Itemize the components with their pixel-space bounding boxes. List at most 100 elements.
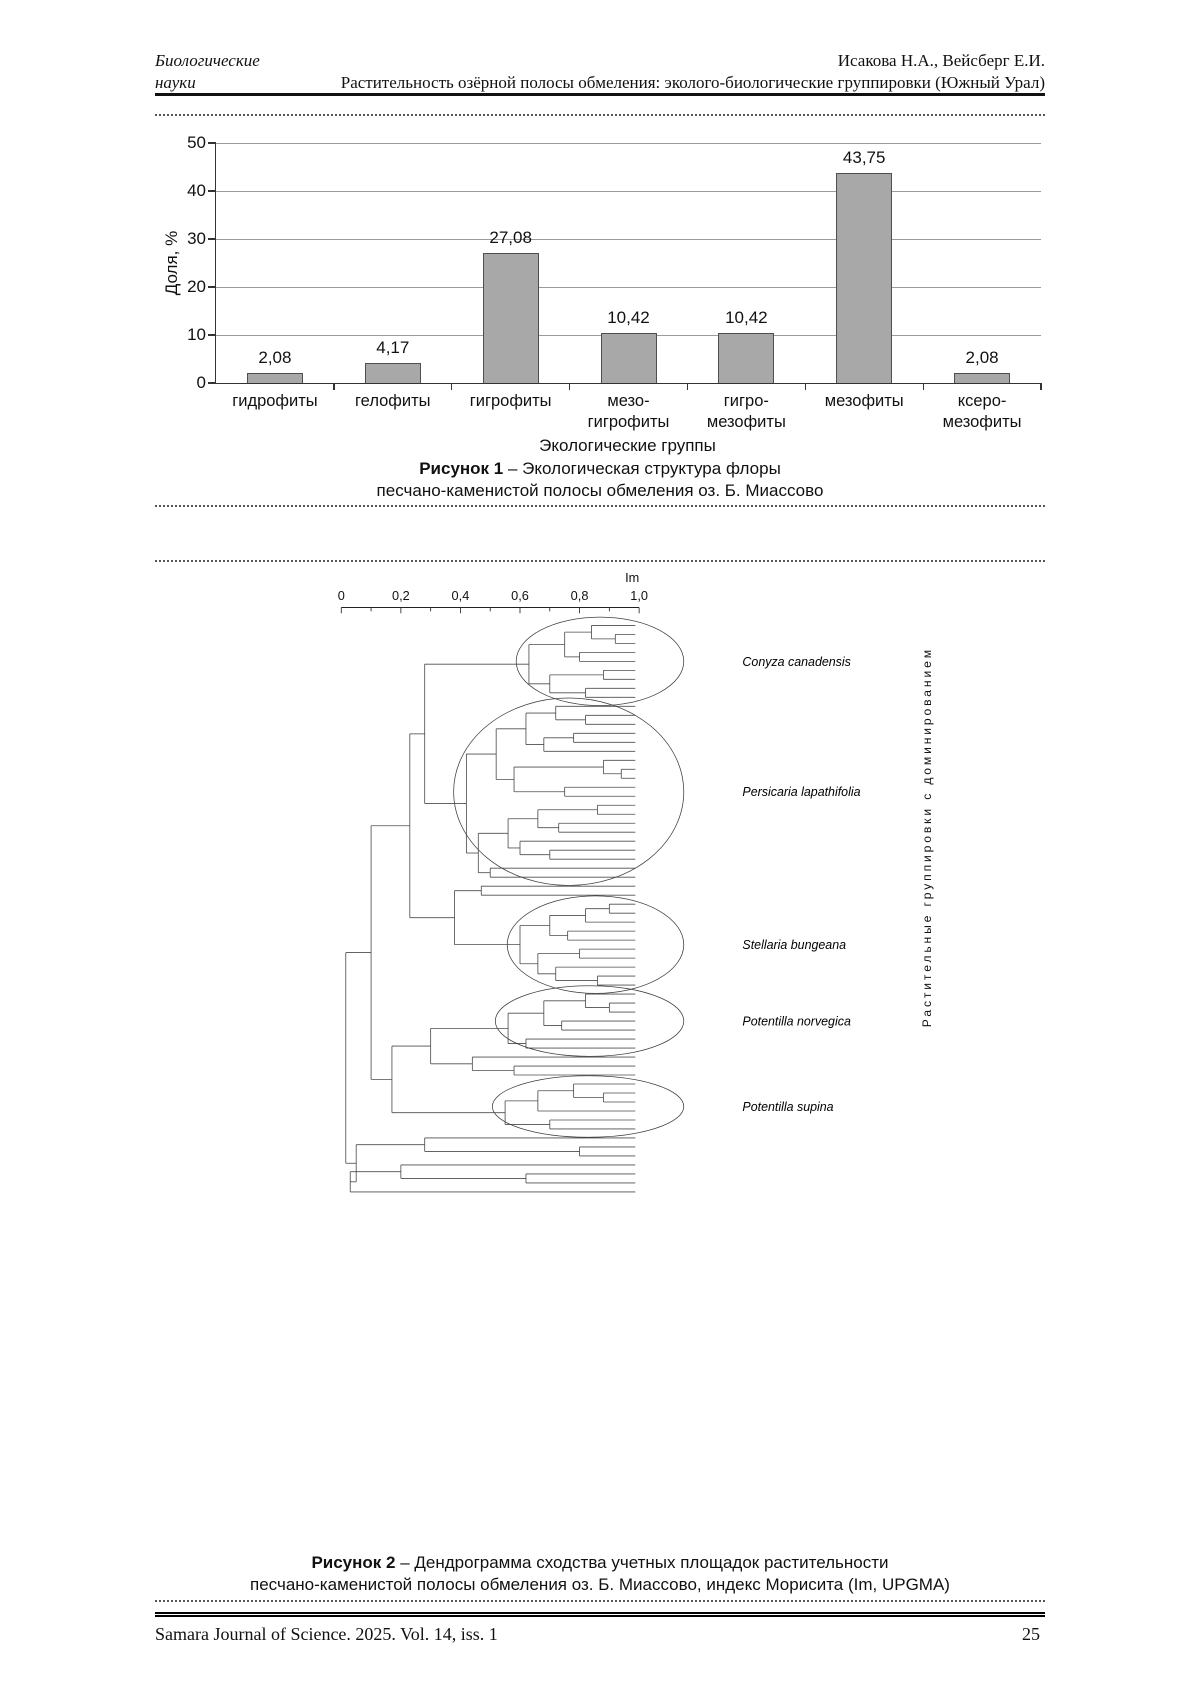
- x-category-label: ксеро-мезофиты: [923, 391, 1041, 433]
- cluster-ellipse: [515, 616, 685, 707]
- im-axis-tick-label: 0,6: [511, 588, 529, 603]
- cluster-label: Stellaria bungeana: [742, 938, 846, 952]
- bar-value-label: 27,08: [489, 228, 532, 248]
- y-tick-mark: [208, 190, 216, 192]
- cluster-label: Persicaria lapathifolia: [742, 785, 860, 799]
- x-axis-title: Экологические группы: [539, 436, 716, 455]
- bar: [482, 253, 539, 383]
- im-axis-tick-label: 1,0: [630, 588, 648, 603]
- im-axis-tick-label: 0,8: [571, 588, 589, 603]
- cluster-label: Potentilla supina: [742, 1100, 833, 1114]
- im-axis-tick-label: 0,2: [392, 588, 410, 603]
- bar-value-label: 10,42: [725, 307, 768, 327]
- x-category-label: гигрофиты: [452, 391, 570, 412]
- x-tick-mark: [922, 383, 924, 390]
- gridline: [216, 287, 1041, 288]
- x-category-label: гелофиты: [334, 391, 452, 412]
- figure1-caption-line2: песчано-каменистой полосы обмеления оз. …: [376, 481, 824, 500]
- x-category-label-line: гелофиты: [355, 392, 431, 410]
- x-category-label-line: мезо-: [607, 392, 650, 410]
- x-tick-mark: [333, 383, 335, 390]
- x-category-label-line: гидрофиты: [232, 392, 318, 410]
- bar-value-label: 4,17: [376, 337, 410, 357]
- header-rule: [155, 93, 1045, 96]
- y-tick-mark: [208, 382, 216, 384]
- y-tick-mark: [208, 286, 216, 288]
- y-tick-label: 0: [196, 373, 206, 392]
- header-section-line1: Биологические: [155, 51, 260, 70]
- y-tick-mark: [208, 142, 216, 144]
- gridline: [216, 191, 1041, 192]
- x-tick-mark: [568, 383, 571, 390]
- x-tick-mark: [1040, 383, 1042, 390]
- bar: [364, 362, 421, 383]
- bar-value-label: 10,42: [607, 307, 650, 327]
- x-category-label: гигро-мезофиты: [687, 391, 805, 433]
- y-tick-mark: [208, 238, 216, 240]
- x-tick-mark: [451, 383, 453, 390]
- y-tick-label: 50: [187, 133, 206, 152]
- bar-value-label: 43,75: [842, 148, 886, 167]
- bar: [246, 373, 303, 383]
- figure2-caption-line2: песчано-каменистой полосы обмеления оз. …: [250, 1575, 950, 1594]
- footer-page-number: 25: [1022, 1624, 1040, 1644]
- bar: [600, 332, 657, 383]
- figure2-caption: Рисунок 2 – Дендрограмма сходства учетны…: [155, 1552, 1045, 1596]
- y-tick-label: 30: [187, 229, 206, 248]
- x-category-label-line: мезофиты: [824, 392, 904, 410]
- figure2-caption-text: – Дендрограмма сходства учетных площадок…: [395, 1553, 889, 1572]
- dotted-separator-top: [155, 114, 1045, 116]
- x-category-label: мезо-гигрофиты: [570, 391, 688, 433]
- bar: [718, 332, 775, 383]
- dotted-separator-mid1: [155, 505, 1045, 507]
- x-category-label-line: ксеро-: [957, 392, 1007, 410]
- header-section-line2: науки: [155, 73, 196, 92]
- cluster-ellipse: [453, 697, 685, 886]
- x-category-label: гидрофиты: [216, 391, 334, 412]
- cluster-ellipse: [506, 895, 685, 994]
- cluster-label: Potentilla norvegica: [742, 1015, 851, 1029]
- y-tick-mark: [208, 334, 216, 336]
- gridline: [216, 239, 1041, 240]
- cluster-ellipse: [491, 1075, 685, 1138]
- right-axis-label: Растительные группировки с доминирование…: [920, 647, 934, 1027]
- bar-chart-plot-area: 0 10 20 30 40 50 2,08 гидрофиты 4,17 гелофиты 27,0…: [187, 133, 1042, 431]
- header-article-title: Растительность озёрной полосы обмеления:…: [340, 73, 1045, 92]
- cluster-label: Conyza canadensis: [742, 655, 850, 669]
- im-axis-tick-label: 0: [338, 588, 345, 603]
- footer-journal: Samara Journal of Science. 2025. Vol. 14…: [155, 1624, 498, 1644]
- y-tick-label: 10: [187, 325, 206, 344]
- dotted-separator-bottom: [155, 1600, 1045, 1602]
- figure2-caption-line1: Рисунок 2 – Дендрограмма сходства учетны…: [155, 1552, 1045, 1574]
- im-axis-tick-label: 0,4: [452, 588, 470, 603]
- bar: [954, 373, 1011, 383]
- y-tick-label: 20: [187, 277, 206, 296]
- x-category-label-line: мезофиты: [706, 413, 786, 431]
- figure2-caption-number: Рисунок 2: [311, 1553, 396, 1572]
- bar-value-label: 2,08: [965, 348, 999, 368]
- bar-value-label: 2,08: [258, 348, 292, 368]
- header-article-info: Исакова Н.А., Вейсберг Е.И. Растительнос…: [341, 50, 1045, 94]
- figure1-caption-number: Рисунок 1: [419, 459, 504, 478]
- y-tick-label: 40: [187, 181, 206, 200]
- dotted-separator-mid2: [155, 560, 1045, 562]
- bar: [836, 173, 893, 383]
- header-authors: Исакова Н.А., Вейсберг Е.И.: [837, 51, 1045, 70]
- x-category-label-line: гигрофиты: [587, 413, 670, 431]
- cluster-ellipse: [494, 985, 685, 1057]
- footer-rule: [155, 1612, 1045, 1617]
- x-category-label-line: гигро-: [723, 392, 769, 410]
- x-tick-mark: [686, 383, 689, 390]
- figure1-caption: Рисунок 1 – Экологическая структура флор…: [155, 458, 1045, 502]
- header-section-label: Биологические науки: [155, 50, 260, 94]
- dendrogram-canvas: 0 0,2 0,4 0,6 0,8 1,0 Im Conyza canadensis Persi…: [338, 570, 934, 1193]
- figure1-caption-line1: Рисунок 1 – Экологическая структура флор…: [155, 458, 1045, 480]
- im-axis-title: Im: [625, 570, 639, 585]
- x-category-label-line: гигрофиты: [469, 392, 552, 410]
- y-axis-title: Доля, %: [162, 230, 181, 296]
- x-category-label: мезофиты: [805, 391, 923, 412]
- x-tick-mark: [804, 383, 806, 390]
- x-category-label-line: мезофиты: [942, 413, 1022, 431]
- figure1-caption-text: – Экологическая структура флоры: [503, 459, 781, 478]
